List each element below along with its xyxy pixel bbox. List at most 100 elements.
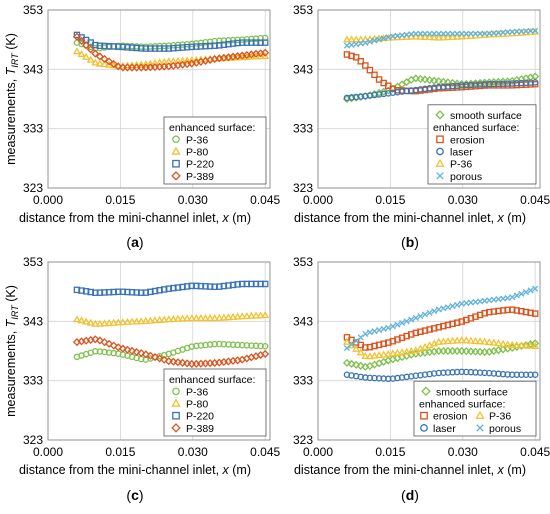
data-point bbox=[100, 338, 109, 347]
y-tick-label: 343 bbox=[293, 62, 313, 76]
data-point bbox=[109, 59, 118, 68]
data-point bbox=[426, 309, 433, 316]
data-point bbox=[531, 371, 539, 378]
data-point bbox=[448, 78, 457, 87]
data-point bbox=[499, 339, 508, 347]
x-tick-label: 0.000 bbox=[303, 193, 333, 207]
data-point bbox=[431, 30, 438, 37]
data-point bbox=[72, 32, 81, 41]
y-tick-label: 353 bbox=[293, 255, 313, 269]
data-point bbox=[449, 30, 456, 37]
data-point bbox=[132, 60, 141, 68]
legend-marker bbox=[476, 424, 484, 432]
data-point bbox=[471, 336, 480, 344]
data-point bbox=[353, 41, 360, 48]
data-point bbox=[466, 336, 475, 344]
data-point bbox=[91, 335, 100, 344]
x-tick-label: 0.045 bbox=[250, 445, 280, 459]
legend-label: smooth surface bbox=[436, 386, 508, 398]
data-point bbox=[371, 37, 378, 44]
data-point bbox=[458, 30, 465, 37]
legend-label: P-36 bbox=[450, 159, 472, 171]
x-axis-label: distance from the mini-channel inlet, x … bbox=[19, 463, 251, 477]
legend-marker bbox=[171, 146, 181, 155]
data-point bbox=[356, 361, 365, 370]
data-point bbox=[261, 39, 269, 46]
data-point bbox=[247, 311, 256, 319]
data-point bbox=[388, 349, 397, 357]
legend-label: P-80 bbox=[186, 399, 208, 411]
legend-box bbox=[427, 104, 537, 185]
data-point bbox=[164, 357, 173, 366]
data-point bbox=[72, 315, 81, 323]
data-point bbox=[457, 32, 466, 40]
data-point bbox=[509, 294, 516, 301]
panel-label: (c) bbox=[126, 487, 143, 503]
data-point bbox=[155, 315, 164, 323]
y-tick-label: 343 bbox=[293, 314, 313, 328]
legend-label: laser bbox=[450, 147, 473, 159]
data-point bbox=[132, 347, 141, 357]
y-tick-label: 323 bbox=[293, 433, 313, 447]
data-point bbox=[508, 340, 517, 348]
y-tick-label: 353 bbox=[23, 3, 43, 17]
data-point bbox=[481, 30, 488, 37]
legend-marker bbox=[172, 387, 180, 396]
legend-marker bbox=[172, 159, 180, 168]
data-point bbox=[343, 344, 351, 352]
data-point bbox=[361, 351, 370, 359]
data-point bbox=[352, 344, 361, 352]
y-tick-label: 343 bbox=[23, 314, 43, 328]
data-point bbox=[389, 323, 396, 330]
data-point bbox=[128, 346, 137, 355]
data-point bbox=[407, 347, 416, 355]
x-tick-label: 0.045 bbox=[520, 445, 550, 459]
legend-label: P-80 bbox=[186, 147, 208, 159]
data-point bbox=[420, 75, 430, 84]
data-point bbox=[365, 352, 374, 360]
data-point bbox=[376, 326, 383, 334]
data-point bbox=[348, 341, 355, 348]
data-point bbox=[187, 56, 196, 64]
legend-label: erosion bbox=[433, 411, 468, 423]
data-point bbox=[82, 317, 91, 325]
data-point bbox=[173, 358, 182, 367]
data-point bbox=[123, 345, 132, 354]
data-point bbox=[118, 318, 127, 326]
y-axis-label: measurements, TIRT (K) bbox=[4, 33, 20, 165]
data-point bbox=[362, 39, 369, 46]
data-point bbox=[238, 312, 247, 320]
data-point bbox=[439, 33, 448, 41]
series-smooth-surface bbox=[342, 339, 540, 371]
data-point bbox=[261, 280, 269, 288]
x-tick-label: 0.000 bbox=[33, 445, 63, 459]
data-point bbox=[513, 292, 520, 299]
x-tick-label: 0.030 bbox=[448, 445, 478, 459]
data-point bbox=[187, 314, 196, 322]
data-point bbox=[434, 337, 443, 345]
data-point bbox=[472, 30, 479, 37]
data-point bbox=[384, 349, 393, 357]
chart-panel-2: 0.000 0.015 0.030 0.045 323 333 343 353 distance… bbox=[293, 3, 550, 250]
data-point bbox=[169, 357, 178, 366]
series-p-389 bbox=[72, 32, 270, 72]
data-point bbox=[421, 342, 429, 350]
series-porous bbox=[343, 27, 539, 49]
data-point bbox=[357, 40, 364, 47]
data-point bbox=[352, 360, 361, 369]
data-point bbox=[430, 33, 439, 41]
data-point bbox=[233, 312, 242, 320]
data-point bbox=[416, 74, 425, 83]
data-point bbox=[362, 62, 369, 69]
legend-label: P-220 bbox=[186, 411, 214, 423]
data-point bbox=[160, 315, 169, 323]
data-point bbox=[353, 337, 360, 345]
legend-label: P-389 bbox=[186, 171, 214, 183]
data-point bbox=[434, 33, 443, 41]
legend-label: P-220 bbox=[186, 159, 214, 171]
data-point bbox=[439, 337, 448, 345]
data-point bbox=[160, 355, 169, 364]
data-point bbox=[342, 35, 351, 43]
data-point bbox=[206, 314, 215, 322]
